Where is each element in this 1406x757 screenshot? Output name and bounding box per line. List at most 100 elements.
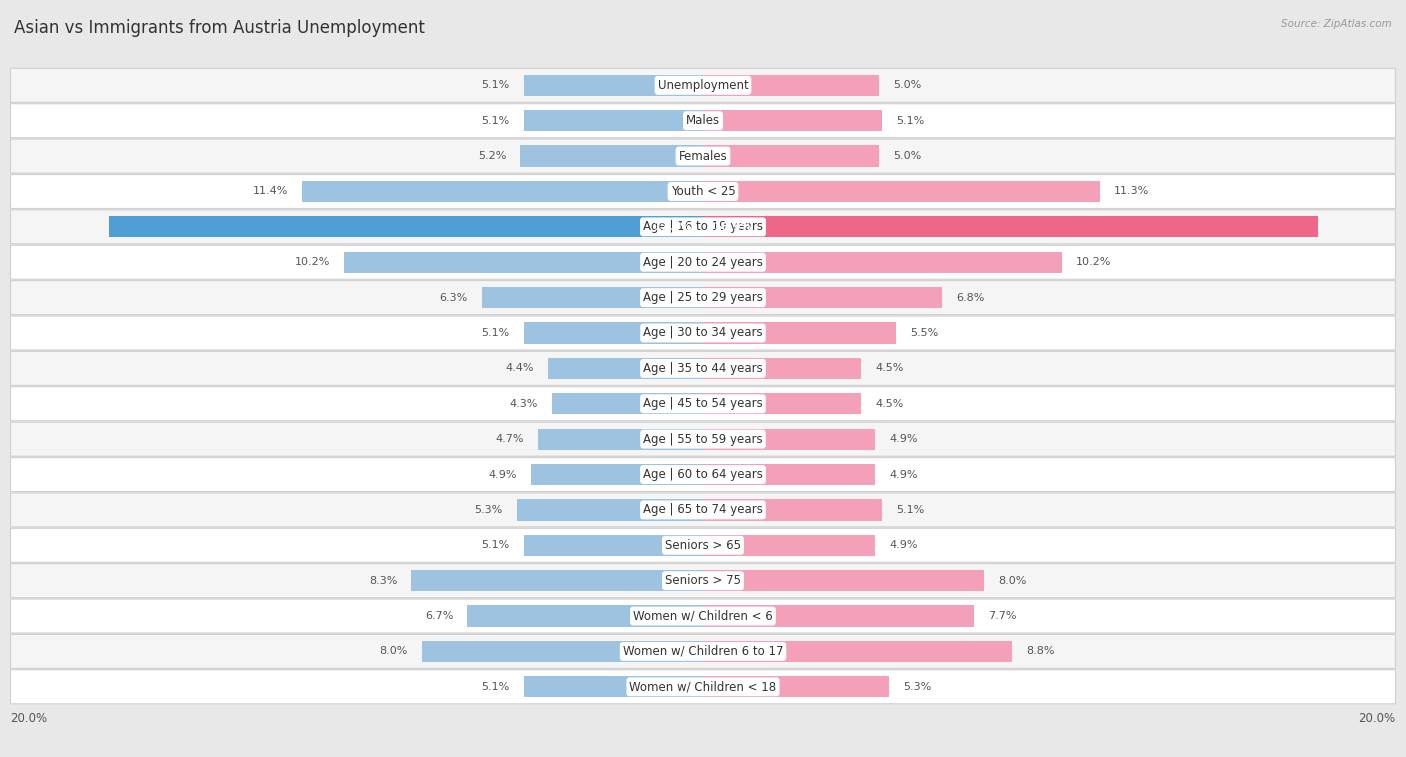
FancyBboxPatch shape bbox=[11, 104, 1395, 138]
Text: 11.3%: 11.3% bbox=[1115, 186, 1150, 197]
Text: Age | 35 to 44 years: Age | 35 to 44 years bbox=[643, 362, 763, 375]
Text: 11.4%: 11.4% bbox=[253, 186, 288, 197]
Text: Source: ZipAtlas.com: Source: ZipAtlas.com bbox=[1281, 19, 1392, 29]
Text: 5.3%: 5.3% bbox=[904, 682, 932, 692]
Bar bbox=[467, 606, 703, 627]
FancyBboxPatch shape bbox=[11, 351, 1395, 385]
Text: 5.1%: 5.1% bbox=[481, 80, 510, 90]
Text: 4.4%: 4.4% bbox=[506, 363, 534, 373]
Bar bbox=[703, 287, 942, 308]
Bar bbox=[703, 464, 875, 485]
Bar bbox=[551, 393, 703, 414]
Text: 8.0%: 8.0% bbox=[998, 575, 1026, 586]
Text: 20.0%: 20.0% bbox=[11, 712, 48, 724]
Text: 4.9%: 4.9% bbox=[890, 469, 918, 479]
Text: Seniors > 65: Seniors > 65 bbox=[665, 539, 741, 552]
FancyBboxPatch shape bbox=[11, 387, 1395, 421]
Text: 5.0%: 5.0% bbox=[893, 80, 921, 90]
Bar bbox=[531, 464, 703, 485]
Text: 8.8%: 8.8% bbox=[1026, 646, 1054, 656]
Text: 5.1%: 5.1% bbox=[481, 328, 510, 338]
FancyBboxPatch shape bbox=[11, 68, 1395, 102]
Text: 6.3%: 6.3% bbox=[439, 293, 467, 303]
Bar bbox=[703, 75, 879, 96]
Bar bbox=[524, 110, 703, 131]
Text: Women w/ Children < 6: Women w/ Children < 6 bbox=[633, 609, 773, 622]
Text: Unemployment: Unemployment bbox=[658, 79, 748, 92]
Bar bbox=[703, 251, 1062, 273]
Bar bbox=[703, 534, 875, 556]
Text: Age | 60 to 64 years: Age | 60 to 64 years bbox=[643, 468, 763, 481]
Text: 4.9%: 4.9% bbox=[488, 469, 517, 479]
Text: 5.0%: 5.0% bbox=[893, 151, 921, 161]
Text: Youth < 25: Youth < 25 bbox=[671, 185, 735, 198]
Text: Males: Males bbox=[686, 114, 720, 127]
Text: Women w/ Children < 18: Women w/ Children < 18 bbox=[630, 681, 776, 693]
FancyBboxPatch shape bbox=[11, 599, 1395, 633]
Bar bbox=[703, 606, 973, 627]
Text: Asian vs Immigrants from Austria Unemployment: Asian vs Immigrants from Austria Unemplo… bbox=[14, 19, 425, 37]
Bar bbox=[703, 358, 860, 379]
Text: 5.1%: 5.1% bbox=[897, 116, 925, 126]
Bar bbox=[703, 428, 875, 450]
Bar bbox=[703, 322, 897, 344]
Text: 17.5%: 17.5% bbox=[654, 222, 693, 232]
Text: 5.1%: 5.1% bbox=[481, 540, 510, 550]
Text: 8.3%: 8.3% bbox=[368, 575, 398, 586]
Text: Age | 45 to 54 years: Age | 45 to 54 years bbox=[643, 397, 763, 410]
Bar bbox=[703, 217, 1319, 238]
Bar bbox=[703, 570, 984, 591]
FancyBboxPatch shape bbox=[11, 422, 1395, 456]
Text: 6.7%: 6.7% bbox=[425, 611, 453, 621]
FancyBboxPatch shape bbox=[11, 316, 1395, 350]
Text: 5.5%: 5.5% bbox=[911, 328, 939, 338]
Bar bbox=[703, 676, 889, 697]
Text: Seniors > 75: Seniors > 75 bbox=[665, 574, 741, 587]
Text: Age | 30 to 34 years: Age | 30 to 34 years bbox=[643, 326, 763, 339]
Text: 16.9%: 16.9% bbox=[713, 222, 752, 232]
Bar bbox=[520, 145, 703, 167]
Bar bbox=[703, 110, 883, 131]
Bar bbox=[302, 181, 703, 202]
Bar bbox=[524, 534, 703, 556]
Text: Women w/ Children 6 to 17: Women w/ Children 6 to 17 bbox=[623, 645, 783, 658]
Text: 4.7%: 4.7% bbox=[495, 435, 524, 444]
Bar bbox=[524, 322, 703, 344]
FancyBboxPatch shape bbox=[11, 493, 1395, 527]
FancyBboxPatch shape bbox=[11, 175, 1395, 208]
FancyBboxPatch shape bbox=[11, 245, 1395, 279]
Text: Females: Females bbox=[679, 150, 727, 163]
Text: 10.2%: 10.2% bbox=[1076, 257, 1111, 267]
FancyBboxPatch shape bbox=[11, 457, 1395, 491]
Text: 5.1%: 5.1% bbox=[481, 116, 510, 126]
Bar bbox=[524, 75, 703, 96]
Text: 4.5%: 4.5% bbox=[875, 399, 904, 409]
Text: 5.3%: 5.3% bbox=[474, 505, 503, 515]
Bar bbox=[524, 676, 703, 697]
Text: 5.1%: 5.1% bbox=[481, 682, 510, 692]
FancyBboxPatch shape bbox=[11, 210, 1395, 244]
Bar bbox=[703, 181, 1099, 202]
Text: 10.2%: 10.2% bbox=[295, 257, 330, 267]
Bar bbox=[703, 393, 860, 414]
Bar bbox=[537, 428, 703, 450]
FancyBboxPatch shape bbox=[11, 139, 1395, 173]
Bar bbox=[703, 145, 879, 167]
Text: 4.9%: 4.9% bbox=[890, 435, 918, 444]
Text: 5.1%: 5.1% bbox=[897, 505, 925, 515]
FancyBboxPatch shape bbox=[11, 281, 1395, 315]
Bar bbox=[481, 287, 703, 308]
Text: 20.0%: 20.0% bbox=[1358, 712, 1395, 724]
FancyBboxPatch shape bbox=[11, 564, 1395, 598]
Text: Age | 25 to 29 years: Age | 25 to 29 years bbox=[643, 291, 763, 304]
Bar bbox=[703, 641, 1012, 662]
Text: Age | 20 to 24 years: Age | 20 to 24 years bbox=[643, 256, 763, 269]
Text: Age | 55 to 59 years: Age | 55 to 59 years bbox=[643, 433, 763, 446]
Text: 4.9%: 4.9% bbox=[890, 540, 918, 550]
Text: 4.3%: 4.3% bbox=[509, 399, 537, 409]
Bar bbox=[703, 500, 883, 521]
FancyBboxPatch shape bbox=[11, 634, 1395, 668]
Bar bbox=[344, 251, 703, 273]
Text: Age | 16 to 19 years: Age | 16 to 19 years bbox=[643, 220, 763, 233]
Bar bbox=[517, 500, 703, 521]
